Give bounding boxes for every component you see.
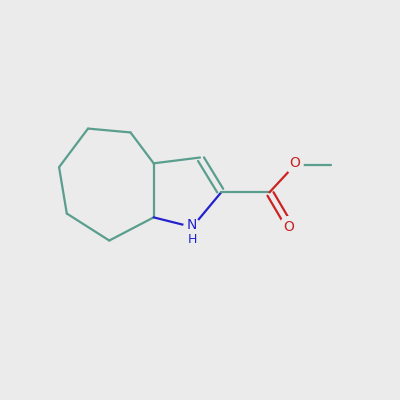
Circle shape <box>280 217 297 234</box>
Text: O: O <box>289 156 300 170</box>
Text: H: H <box>188 233 197 246</box>
Circle shape <box>286 157 303 174</box>
Circle shape <box>184 218 201 236</box>
Text: N: N <box>187 218 198 232</box>
Text: O: O <box>283 220 294 234</box>
